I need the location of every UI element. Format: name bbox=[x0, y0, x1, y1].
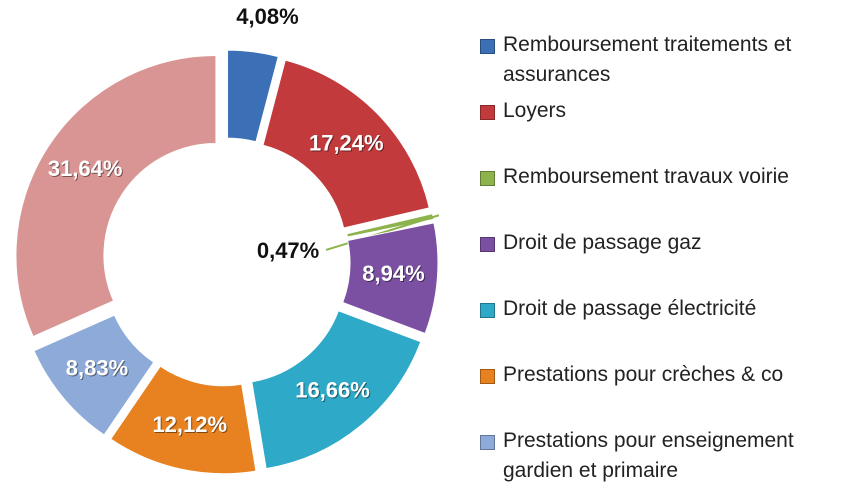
donut-slice bbox=[110, 365, 257, 475]
legend-swatch bbox=[480, 171, 495, 186]
data-label: 8,83% bbox=[67, 356, 129, 381]
legend-label: Droit de passage gaz bbox=[503, 231, 702, 254]
legend-swatch bbox=[480, 237, 495, 252]
legend-item: Droit de passage électricité bbox=[480, 294, 860, 360]
data-label: 12,12% bbox=[153, 413, 228, 438]
legend-label: Prestations pour crèches & co bbox=[503, 363, 784, 386]
donut-slice bbox=[346, 213, 435, 238]
data-label: 8,94% bbox=[362, 261, 424, 286]
legend-swatch bbox=[480, 39, 495, 54]
legend-item: Loyers bbox=[480, 96, 860, 162]
legend-swatch bbox=[480, 369, 495, 384]
legend-label: Remboursement travaux voirie bbox=[503, 165, 789, 188]
data-label: 0,47% bbox=[257, 238, 319, 263]
legend: Remboursement traitements et assurances L… bbox=[480, 30, 860, 486]
legend-label: Prestations pour enseignement gardien et… bbox=[503, 429, 794, 482]
legend-label: Droit de passage électricité bbox=[503, 297, 757, 320]
legend-swatch bbox=[480, 435, 495, 450]
donut-slice bbox=[227, 49, 279, 143]
data-label: 12,12% bbox=[152, 412, 227, 437]
legend-label: Remboursement traitements et assurances bbox=[503, 33, 792, 86]
legend-item: Remboursement traitements et assurances bbox=[480, 30, 860, 96]
leader-line bbox=[325, 214, 440, 251]
legend-item: Remboursement travaux voirie bbox=[480, 162, 860, 228]
legend-item: Prestations pour crèches & co bbox=[480, 360, 860, 426]
data-label: 4,08% bbox=[236, 4, 298, 29]
legend-item: Droit de passage gaz bbox=[480, 228, 860, 294]
legend-swatch bbox=[480, 303, 495, 318]
legend-label: Loyers bbox=[503, 99, 567, 122]
data-label: 16,66% bbox=[295, 378, 370, 403]
donut-area: 4,08%17,24%17,24%0,47%8,94%8,94%16,66%16… bbox=[15, 4, 440, 475]
legend-item: Prestations pour enseignement gardien et… bbox=[480, 426, 860, 486]
data-label: 16,66% bbox=[296, 379, 371, 404]
data-label: 17,24% bbox=[310, 132, 385, 157]
donut-slice bbox=[251, 310, 422, 470]
data-label: 8,94% bbox=[363, 262, 425, 287]
data-label: 17,24% bbox=[309, 131, 384, 156]
data-label: 31,64% bbox=[48, 156, 123, 181]
legend-swatch bbox=[480, 105, 495, 120]
donut-slice bbox=[15, 54, 217, 338]
donut-slice bbox=[342, 222, 439, 335]
data-label: 8,83% bbox=[66, 355, 128, 380]
donut-slice bbox=[33, 314, 155, 436]
data-label: 31,64% bbox=[49, 157, 124, 182]
donut-slice bbox=[262, 59, 430, 229]
